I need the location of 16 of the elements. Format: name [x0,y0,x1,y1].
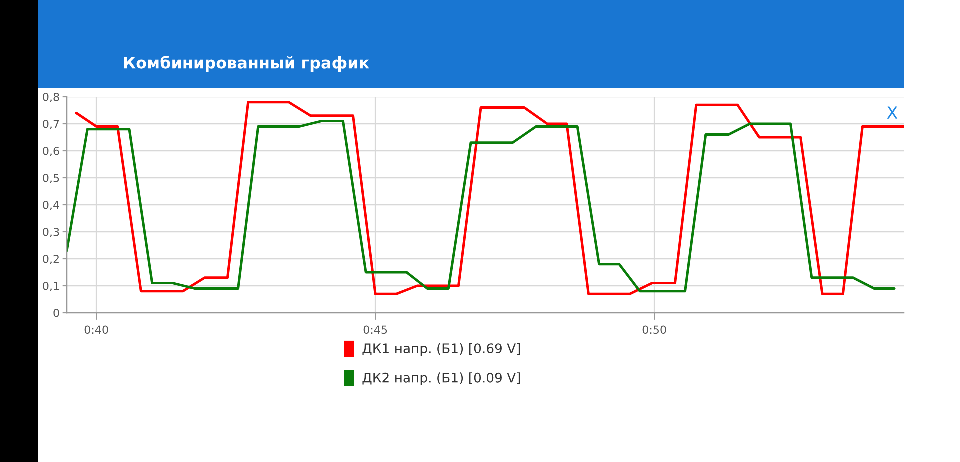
legend-label: ДК2 напр. (Б1) [0.09 V] [362,372,520,386]
x-tick-label: 0:45 [364,326,388,334]
y-tick-label: 0,7 [43,120,60,130]
y-tick-label: 0,1 [43,282,60,292]
annotation: X [887,106,898,119]
y-tick-label: 0,5 [43,174,60,184]
y-tick-label: 0,4 [43,200,60,211]
x-tick-label: 0:40 [84,326,108,334]
chart-title: Комбинированный график [124,56,370,72]
y-tick-label: 0,2 [43,254,59,265]
legend-label: ДК1 напр. (Б1) [0.69 V] [362,343,520,356]
x-tick-label: 0:50 [642,326,666,334]
y-tick-label: 0,3 [43,228,60,238]
y-tick-label: 0,8 [43,92,60,103]
y-tick-label: 0 [54,308,60,318]
y-tick-label: 0,6 [43,146,60,157]
